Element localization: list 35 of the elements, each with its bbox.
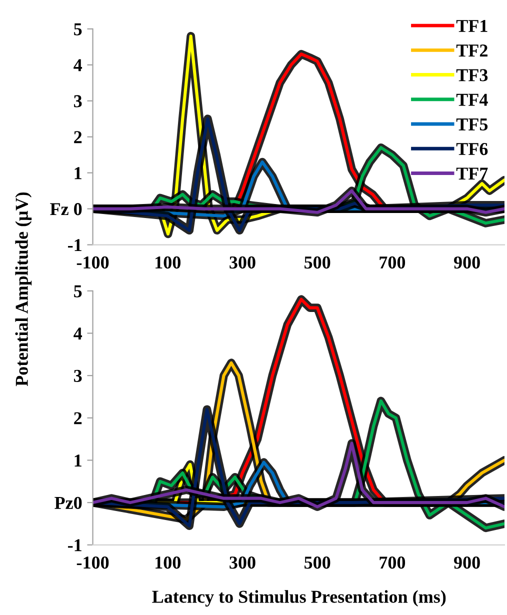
x-axis-title: Latency to Stimulus Presentation (ms) <box>152 590 446 607</box>
y-axis-title: Potential Amplitude (μV) <box>15 192 32 386</box>
y-tick-label: -1 <box>68 239 82 252</box>
legend-label: TF2 <box>456 44 488 56</box>
x-tick-label: 700 <box>380 556 406 569</box>
y-tick-label: 4 <box>74 59 82 72</box>
y-tick-label: 4 <box>74 328 82 340</box>
legend-label: TF1 <box>456 20 488 32</box>
legend-label: TF4 <box>456 94 488 106</box>
legend-label: TF7 <box>456 168 488 180</box>
x-tick-label: 900 <box>454 256 480 269</box>
x-tick-label: 100 <box>156 556 180 569</box>
x-tick-label: 500 <box>304 256 330 269</box>
x-tick-label: 300 <box>230 256 256 269</box>
x-tick-label: 100 <box>156 256 180 269</box>
y-tick-label: 3 <box>74 370 82 382</box>
legend-label: TF3 <box>456 69 488 82</box>
y-tick-label: Pz0 <box>54 496 82 509</box>
y-tick-label: 1 <box>74 167 82 180</box>
y-tick-label: 5 <box>74 285 82 298</box>
y-tick-label: -1 <box>68 539 82 552</box>
x-tick-label: 700 <box>380 256 406 269</box>
y-tick-label: 2 <box>74 412 82 424</box>
x-tick-label: 500 <box>304 556 330 569</box>
legend-label: TF5 <box>456 118 488 131</box>
y-tick-label: 1 <box>74 454 82 466</box>
x-tick-label: -100 <box>76 556 109 569</box>
x-tick-label: -100 <box>76 256 109 269</box>
y-tick-label: 5 <box>74 23 82 36</box>
y-tick-label: 2 <box>74 131 82 144</box>
legend-label: TF6 <box>456 142 488 156</box>
y-tick-label: 3 <box>74 95 82 108</box>
x-tick-label: 300 <box>230 556 256 569</box>
y-tick-label: Fz 0 <box>50 203 82 216</box>
x-tick-label: 900 <box>454 556 480 569</box>
